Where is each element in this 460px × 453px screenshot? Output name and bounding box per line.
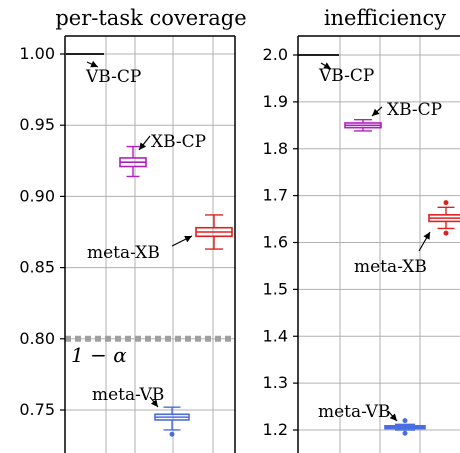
- box-meta-vb: [384, 418, 426, 436]
- annotation-arrow-head: [139, 142, 147, 150]
- annotation-meta-xb: meta-XB: [354, 257, 427, 277]
- box-meta-vb: [154, 406, 190, 437]
- outlier-point: [402, 430, 408, 436]
- box-xb-cp: [119, 145, 147, 178]
- plot-area: [65, 36, 235, 453]
- annotation-arrow-head: [184, 236, 192, 243]
- annotation-arrow-head: [90, 60, 98, 68]
- annotation-meta-xb: meta-XB: [87, 243, 160, 263]
- y-tick-label: 1.9: [263, 92, 288, 111]
- y-tick-label: 1.2: [263, 420, 288, 439]
- coverage-panel: 1 − α 0.75 0.80 0.85 0.90 0.95 1.00 VB-CP XB-CP m…: [19, 35, 236, 453]
- box-meta-xb: [428, 200, 460, 236]
- reference-line-label: 1 − α: [71, 343, 127, 367]
- box-meta-xb: [195, 214, 233, 250]
- y-tick-label: 1.8: [263, 139, 288, 158]
- y-tick-label: 0.80: [19, 329, 55, 348]
- inefficiency-panel: 1.2 1.3 1.4 1.5 1.6 1.7 1.8 1.9 2.0 VB-CP XB-CP met…: [263, 35, 460, 453]
- box-xb-cp: [344, 118, 382, 132]
- y-tick-label: 1.6: [263, 233, 288, 252]
- annotation-arrow-head: [150, 399, 158, 407]
- plot-area: [298, 36, 460, 453]
- annotation-meta-vb: meta-VB: [318, 402, 390, 422]
- annotation-meta-vb: meta-VB: [92, 385, 164, 405]
- annotation-arrow-head: [389, 413, 397, 421]
- annotation-arrow-head: [423, 232, 430, 240]
- annotation-arrow-head: [372, 108, 380, 116]
- y-tick-label: 0.90: [19, 186, 55, 205]
- y-tick-label: 1.00: [19, 44, 55, 63]
- annotation-vb-cp: VB-CP: [85, 67, 141, 87]
- outlier-point: [443, 200, 449, 206]
- y-tick-label: 0.75: [19, 400, 55, 419]
- y-tick-label: 1.4: [263, 326, 288, 345]
- outlier-point: [402, 418, 408, 424]
- y-tick-label: 0.85: [19, 258, 55, 277]
- y-tick-label: 1.3: [263, 373, 288, 392]
- annotation-xb-cp: XB-CP: [387, 100, 442, 120]
- y-tick-label: 0.95: [19, 115, 55, 134]
- annotation-xb-cp: XB-CP: [151, 132, 206, 152]
- outlier-point: [169, 431, 175, 437]
- y-tick-label: 1.7: [263, 186, 288, 205]
- panel-title-coverage: per-task coverage: [55, 6, 246, 30]
- outlier-point: [443, 230, 449, 236]
- annotation-arrow-head: [323, 62, 331, 69]
- y-tick-label: 1.5: [263, 279, 288, 298]
- y-tick-label: 2.0: [263, 45, 288, 64]
- panel-title-inefficiency: inefficiency: [324, 6, 446, 30]
- annotation-vb-cp: VB-CP: [318, 66, 374, 86]
